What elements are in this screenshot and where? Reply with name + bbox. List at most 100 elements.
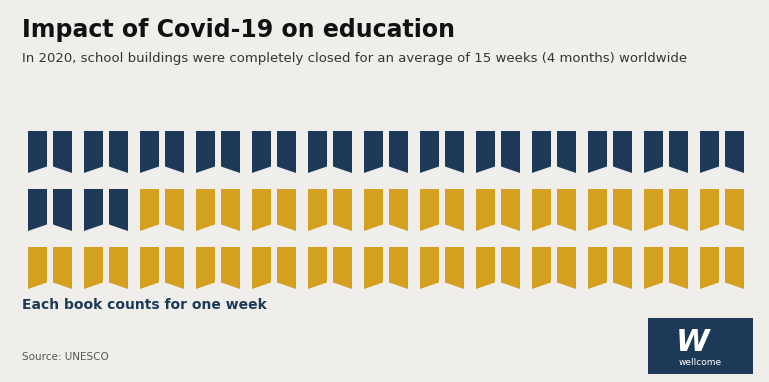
Polygon shape xyxy=(364,189,383,231)
Polygon shape xyxy=(389,189,408,231)
Polygon shape xyxy=(271,189,277,201)
Polygon shape xyxy=(700,223,744,231)
Polygon shape xyxy=(165,131,184,173)
Polygon shape xyxy=(140,165,184,173)
Polygon shape xyxy=(700,189,719,231)
Polygon shape xyxy=(644,247,663,289)
Polygon shape xyxy=(420,189,439,231)
Polygon shape xyxy=(277,189,296,231)
Polygon shape xyxy=(165,189,184,231)
Polygon shape xyxy=(84,282,128,289)
Polygon shape xyxy=(588,247,607,289)
Polygon shape xyxy=(420,247,439,289)
Polygon shape xyxy=(501,189,520,231)
Polygon shape xyxy=(613,189,632,231)
Polygon shape xyxy=(28,223,72,231)
Polygon shape xyxy=(551,247,557,259)
Polygon shape xyxy=(28,189,47,231)
Polygon shape xyxy=(196,165,240,173)
Polygon shape xyxy=(588,282,632,289)
Polygon shape xyxy=(28,282,72,289)
Polygon shape xyxy=(159,131,165,143)
Polygon shape xyxy=(644,165,688,173)
Polygon shape xyxy=(333,189,352,231)
Polygon shape xyxy=(476,282,520,289)
Polygon shape xyxy=(700,131,719,173)
Polygon shape xyxy=(613,131,632,173)
Polygon shape xyxy=(439,131,445,143)
Polygon shape xyxy=(140,282,184,289)
Polygon shape xyxy=(588,223,632,231)
Polygon shape xyxy=(700,165,744,173)
Polygon shape xyxy=(84,247,103,289)
Polygon shape xyxy=(551,131,557,143)
Polygon shape xyxy=(644,282,688,289)
Polygon shape xyxy=(476,131,495,173)
Polygon shape xyxy=(383,131,389,143)
Polygon shape xyxy=(439,247,445,259)
Polygon shape xyxy=(719,247,725,259)
Polygon shape xyxy=(532,131,551,173)
Polygon shape xyxy=(607,247,613,259)
Polygon shape xyxy=(103,247,109,259)
Polygon shape xyxy=(445,131,464,173)
Polygon shape xyxy=(644,189,663,231)
Polygon shape xyxy=(644,223,688,231)
Polygon shape xyxy=(663,131,669,143)
Polygon shape xyxy=(109,131,128,173)
Polygon shape xyxy=(109,189,128,231)
Text: In 2020, school buildings were completely closed for an average of 15 weeks (4 m: In 2020, school buildings were completel… xyxy=(22,52,687,65)
Polygon shape xyxy=(476,223,520,231)
Polygon shape xyxy=(551,189,557,201)
Polygon shape xyxy=(277,247,296,289)
Polygon shape xyxy=(420,282,464,289)
Polygon shape xyxy=(501,131,520,173)
Polygon shape xyxy=(252,165,296,173)
Polygon shape xyxy=(719,189,725,201)
Polygon shape xyxy=(445,247,464,289)
Polygon shape xyxy=(308,165,352,173)
Text: wellcome: wellcome xyxy=(679,358,722,367)
FancyBboxPatch shape xyxy=(648,318,753,374)
Polygon shape xyxy=(84,131,103,173)
Polygon shape xyxy=(196,189,215,231)
Polygon shape xyxy=(669,131,688,173)
Polygon shape xyxy=(327,189,333,201)
Text: Source: UNESCO: Source: UNESCO xyxy=(22,352,108,362)
Polygon shape xyxy=(495,189,501,201)
Polygon shape xyxy=(364,131,383,173)
Polygon shape xyxy=(663,189,669,201)
Polygon shape xyxy=(364,282,408,289)
Polygon shape xyxy=(215,189,221,201)
Polygon shape xyxy=(159,247,165,259)
Polygon shape xyxy=(28,247,47,289)
Polygon shape xyxy=(103,131,109,143)
Polygon shape xyxy=(557,189,576,231)
Polygon shape xyxy=(109,247,128,289)
Polygon shape xyxy=(532,189,551,231)
Polygon shape xyxy=(308,247,327,289)
Polygon shape xyxy=(140,131,159,173)
Polygon shape xyxy=(196,282,240,289)
Polygon shape xyxy=(383,189,389,201)
Text: Impact of Covid-19 on education: Impact of Covid-19 on education xyxy=(22,18,455,42)
Polygon shape xyxy=(47,131,53,143)
Polygon shape xyxy=(140,223,184,231)
Polygon shape xyxy=(103,189,109,201)
Polygon shape xyxy=(669,247,688,289)
Polygon shape xyxy=(28,165,72,173)
Polygon shape xyxy=(271,131,277,143)
Polygon shape xyxy=(476,247,495,289)
Polygon shape xyxy=(84,165,128,173)
Polygon shape xyxy=(215,131,221,143)
Text: Each book counts for one week: Each book counts for one week xyxy=(22,298,267,312)
Polygon shape xyxy=(159,189,165,201)
Polygon shape xyxy=(333,131,352,173)
Polygon shape xyxy=(439,189,445,201)
Polygon shape xyxy=(84,223,128,231)
Polygon shape xyxy=(495,247,501,259)
Polygon shape xyxy=(308,131,327,173)
Polygon shape xyxy=(333,247,352,289)
Polygon shape xyxy=(252,223,296,231)
Polygon shape xyxy=(700,282,744,289)
